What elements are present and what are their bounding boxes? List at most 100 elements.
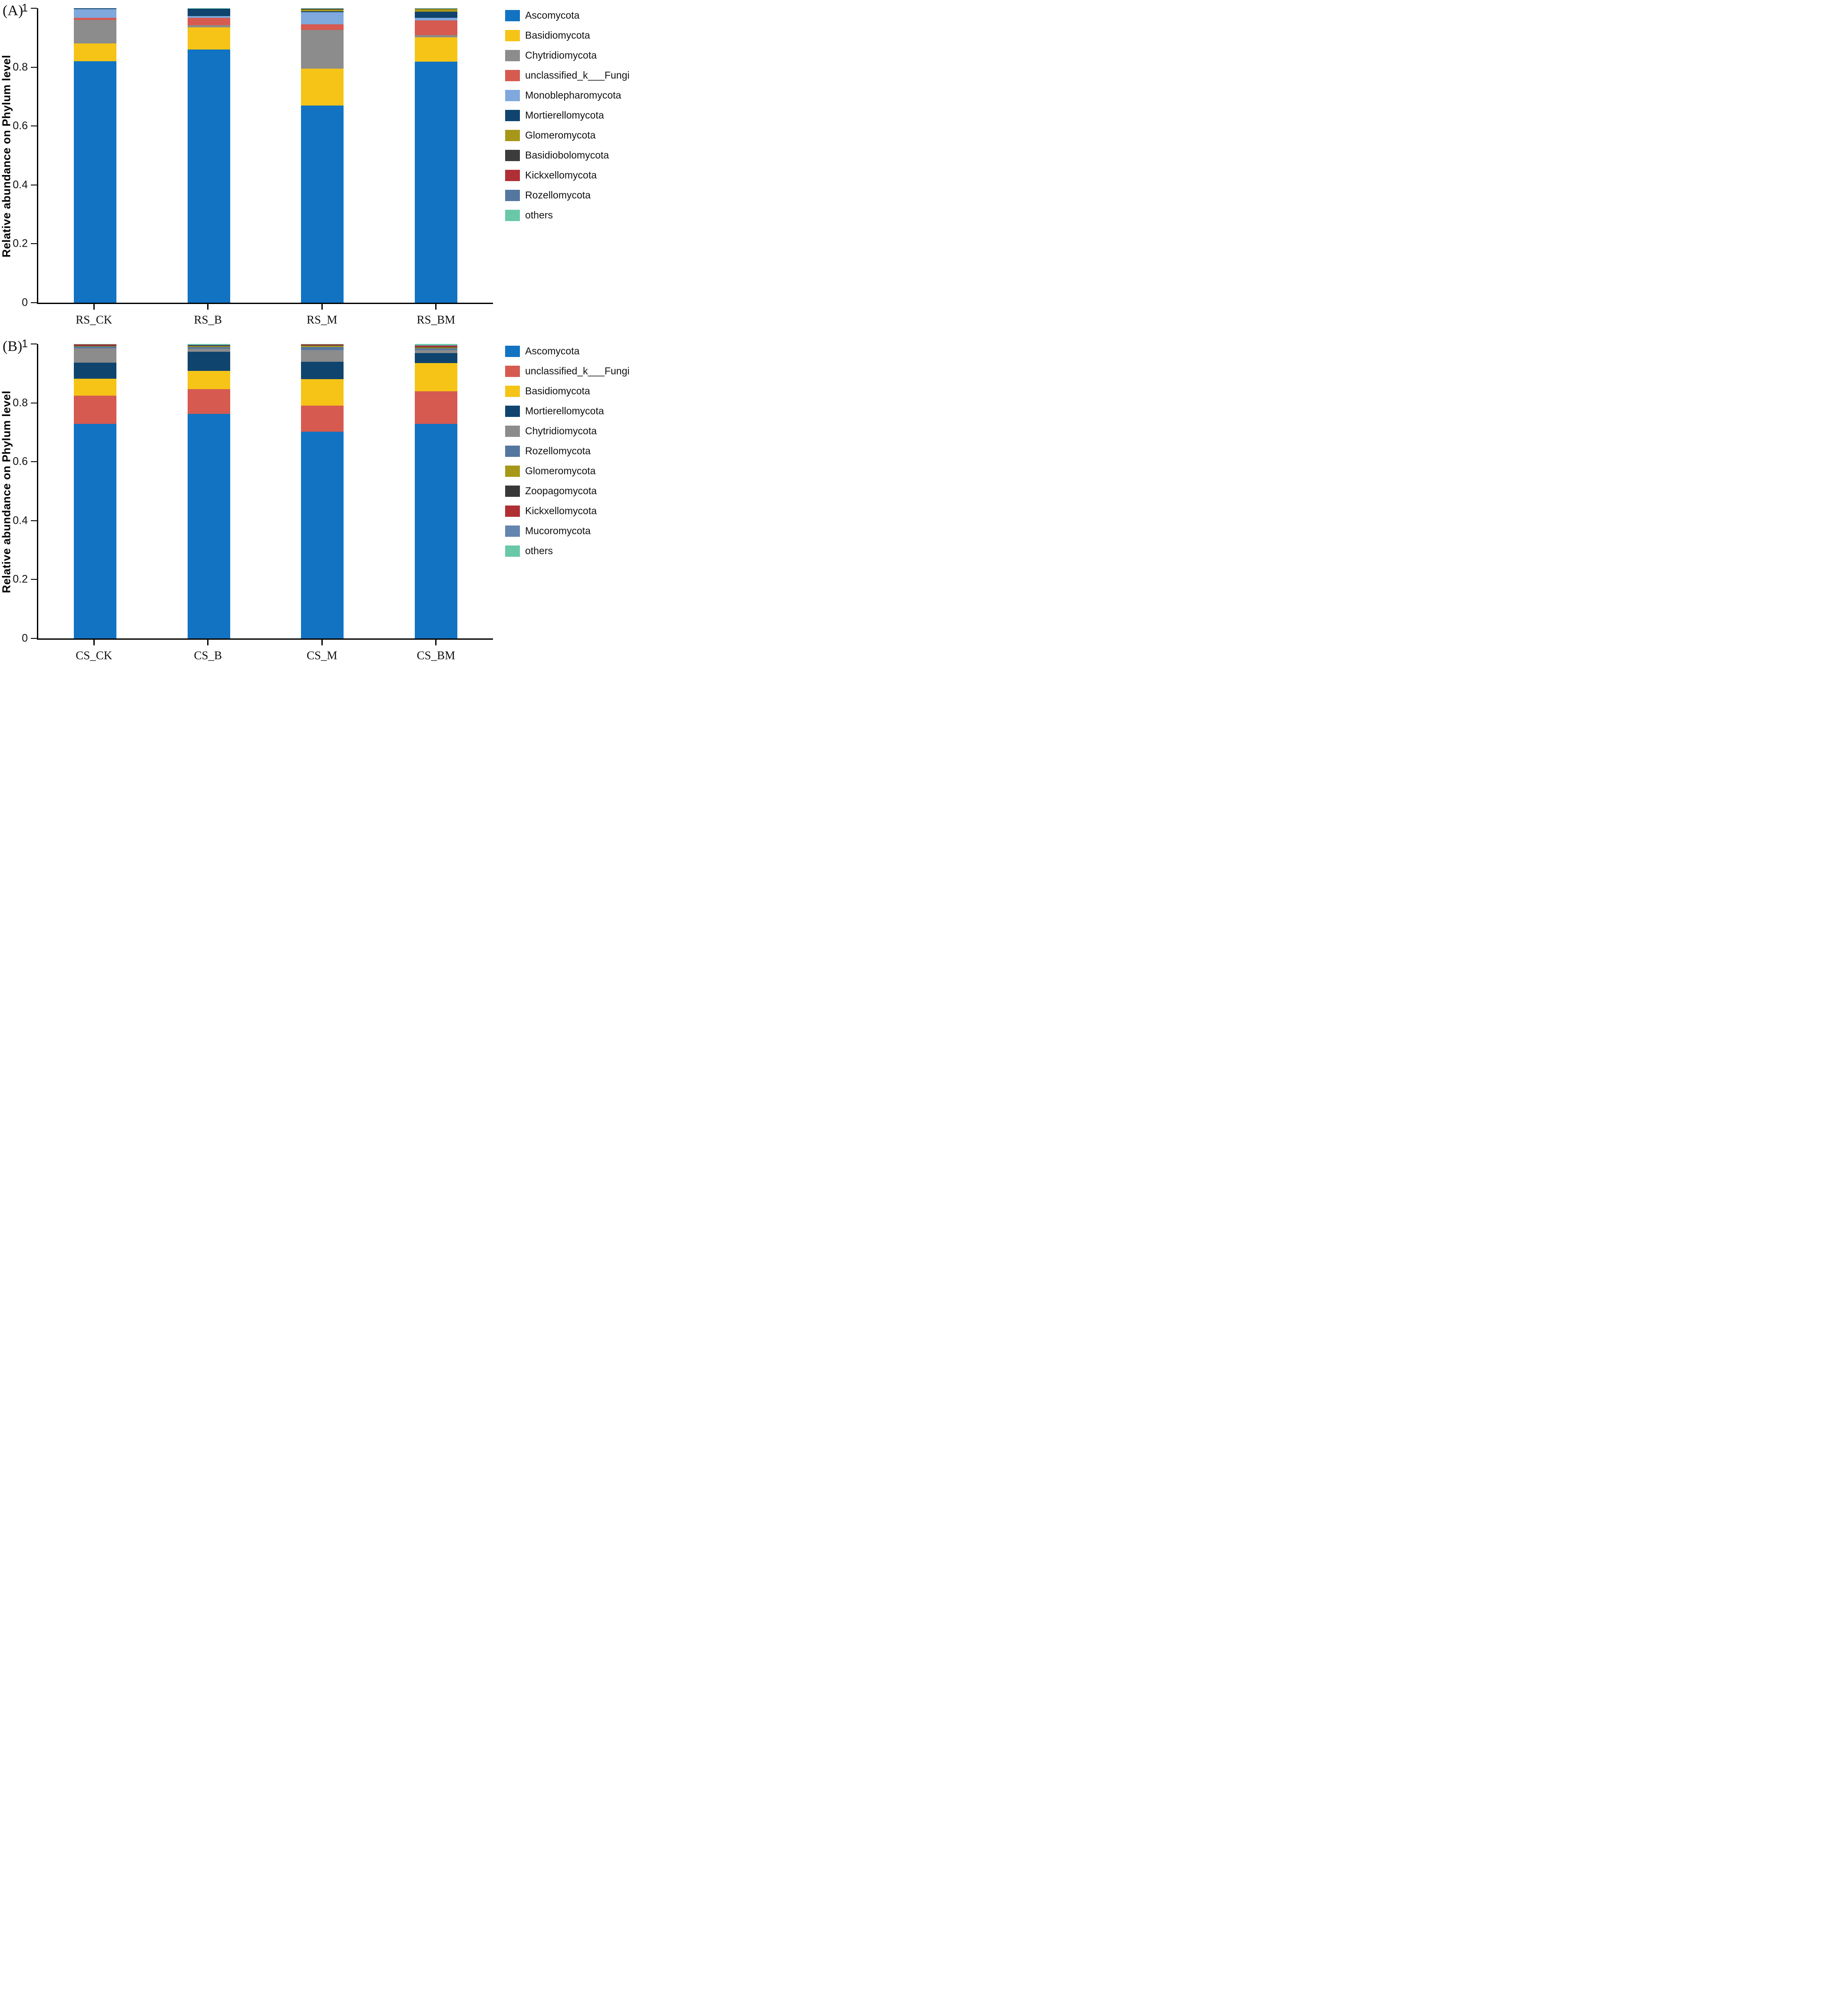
plot-area-b: 0 0.2 0.4 0.6 0.8 1 [13, 338, 493, 644]
y-tick-0.2 [31, 243, 37, 245]
bar-segment-RS_B-others [187, 8, 230, 9]
y-tick-0.4 [31, 520, 37, 521]
bar-segment-CS_M-Zoopagomycota [301, 345, 344, 346]
legend-label-Kickxellomycota: Kickxellomycota [525, 169, 597, 181]
x-slot-RS_M: RS_M [265, 304, 379, 334]
bar-segment-RS_M-Ascomycota [301, 105, 344, 303]
legend-label-Basidiobolomycota: Basidiobolomycota [525, 149, 609, 161]
x-slot-CS_B: CS_B [151, 640, 265, 670]
x-tick-label-CS_BM: CS_BM [417, 649, 456, 662]
legend-label-Mortierellomycota: Mortierellomycota [525, 405, 604, 416]
legend-swatch-Basidiomycota [505, 30, 520, 41]
legend-a: Ascomycota Basidiomycota Chytridiomycota un… [505, 10, 629, 229]
legend-item-Ascomycota: Ascomycota [505, 345, 609, 357]
legend-swatch-Kickxellomycota [505, 505, 520, 517]
bar-segment-RS_M-Glomeromycota [301, 9, 344, 11]
y-tick-0.6 [31, 461, 37, 463]
bar-segment-CS_BM-others [415, 344, 458, 345]
bar-segment-CS_B-Rozellomycota [187, 347, 230, 349]
y-tick-label-0.4: 0.4 [13, 514, 28, 527]
legend-swatch-Ascomycota [505, 345, 520, 357]
y-tick-label-0: 0 [22, 296, 28, 309]
x-tick-RS_M [321, 304, 323, 310]
bar-segment-CS_M-Rozellomycota [301, 347, 344, 350]
x-slot-CS_BM: CS_BM [379, 640, 493, 670]
bar-segment-CS_BM-Mucoromycota [415, 345, 458, 346]
legend-swatch-Monoblepharomycota [505, 89, 520, 101]
legend-label-Glomeromycota: Glomeromycota [525, 129, 596, 141]
bar-segment-RS_BM-others [415, 8, 458, 9]
legend-swatch-others [505, 209, 520, 221]
bar-segment-CS_CK-Rozellomycota [73, 347, 116, 349]
bar-slot-CS_B [152, 344, 266, 638]
bar-CS_BM [415, 344, 458, 638]
bar-segment-RS_B-Chytridiomycota [187, 25, 230, 28]
y-tick-0.8 [31, 66, 37, 68]
bar-segment-RS_CK-Chytridiomycota [73, 20, 116, 43]
bar-CS_M [301, 344, 344, 638]
legend-item-Mucoromycota: Mucoromycota [505, 525, 609, 537]
y-axis-title-wrap-a: Relative abundance on Phylum level [0, 8, 14, 304]
y-tick-label-0.2: 0.2 [13, 237, 28, 250]
legend-item-Mortierellomycota: Mortierellomycota [505, 405, 609, 417]
bar-segment-RS_BM-unclassified_k___Fungi [415, 20, 458, 35]
x-slot-CS_M: CS_M [265, 640, 379, 670]
bar-segment-CS_CK-Chytridiomycota [73, 348, 116, 363]
y-tick-label-0.2: 0.2 [13, 573, 28, 585]
x-tick-label-CS_CK: CS_CK [76, 649, 112, 662]
y-axis-title-b: Relative abundance on Phylum level [0, 390, 13, 593]
bar-CS_B [187, 344, 230, 638]
bar-segment-CS_BM-Chytridiomycota [415, 350, 458, 354]
bar-RS_BM [415, 8, 458, 303]
legend-label-unclassified_k___Fungi: unclassified_k___Fungi [525, 69, 630, 81]
x-tick-RS_B [207, 304, 209, 310]
bar-segment-CS_M-Ascomycota [301, 432, 344, 638]
plot-area-a: 0 0.2 0.4 0.6 0.8 1 [13, 2, 493, 309]
legend-swatch-others [505, 545, 520, 557]
bar-segment-RS_M-unclassified_k___Fungi [301, 24, 344, 30]
bar-segment-RS_CK-Basidiomycota [73, 43, 116, 62]
legend-swatch-Glomeromycota [505, 465, 520, 477]
bar-segment-CS_B-Kickxellomycota [187, 345, 230, 346]
bar-segment-RS_M-Chytridiomycota [301, 30, 344, 69]
bar-segment-CS_BM-unclassified_k___Fungi [415, 391, 458, 424]
bar-segment-RS_CK-Monoblepharomycota [73, 9, 116, 18]
bar-segment-RS_M-others [301, 8, 344, 9]
y-axis-title-a: Relative abundance on Phylum level [0, 55, 13, 258]
bar-segment-RS_M-Mortierellomycota [301, 11, 344, 12]
legend-label-Basidiomycota: Basidiomycota [525, 385, 590, 397]
x-tick-label-CS_M: CS_M [306, 649, 337, 662]
bar-segment-CS_CK-Basidiomycota [73, 379, 116, 396]
bar-segment-RS_BM-Ascomycota [415, 62, 458, 303]
bar-segment-CS_CK-Mucoromycota [73, 344, 116, 345]
legend-label-Basidiomycota: Basidiomycota [525, 30, 590, 41]
legend-swatch-Mortierellomycota [505, 109, 520, 121]
bar-segment-CS_B-others [187, 344, 230, 345]
legend-label-Zoopagomycota: Zoopagomycota [525, 485, 597, 496]
bar-segment-RS_BM-Chytridiomycota [415, 35, 458, 38]
legend-label-others: others [525, 545, 553, 556]
legend-swatch-Mucoromycota [505, 525, 520, 537]
y-tick-label-0.8: 0.8 [13, 397, 28, 409]
bars-b [38, 344, 493, 638]
bar-segment-RS_B-Monoblepharomycota [187, 16, 230, 18]
bar-segment-CS_CK-Ascomycota [73, 423, 116, 638]
bar-segment-RS_BM-Mortierellomycota [415, 11, 458, 18]
panel-b: (B) Relative abundance on Phylum level 0… [0, 337, 629, 673]
bar-segment-CS_CK-Kickxellomycota [73, 344, 116, 346]
legend-label-Mortierellomycota: Mortierellomycota [525, 109, 604, 121]
y-tick-0 [31, 302, 37, 303]
legend-swatch-Kickxellomycota [505, 169, 520, 181]
bar-segment-CS_B-Basidiomycota [187, 371, 230, 390]
y-tick-label-0.6: 0.6 [13, 455, 28, 468]
y-tick-label-0: 0 [22, 632, 28, 644]
x-tick-RS_CK [93, 304, 95, 310]
legend-item-Ascomycota: Ascomycota [505, 10, 609, 21]
legend-item-Rozellomycota: Rozellomycota [505, 445, 609, 457]
bar-RS_B [187, 8, 230, 303]
x-tick-CS_CK [93, 640, 95, 645]
x-slot-RS_CK: RS_CK [37, 304, 151, 334]
bar-segment-RS_BM-Monoblepharomycota [415, 17, 458, 20]
y-tick-label-1: 1 [22, 337, 28, 350]
x-tick-CS_M [321, 640, 323, 645]
